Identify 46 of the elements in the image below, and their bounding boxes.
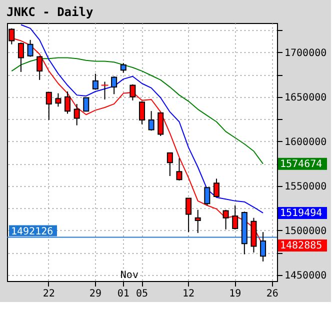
- chart-title: JNKC - Daily: [6, 5, 94, 19]
- candlestick: [55, 92, 62, 108]
- annotation: Nov: [120, 270, 138, 281]
- candlestick: [139, 100, 145, 125]
- candlestick: [260, 232, 266, 262]
- line-series: [11, 57, 264, 164]
- y-tick-label: 1700000: [284, 48, 327, 59]
- y-tick-label: 1550000: [284, 181, 327, 192]
- x-tick-label: 12: [182, 288, 195, 300]
- candlestick: [111, 76, 118, 95]
- candlestick: [130, 84, 136, 101]
- x-tick-label: 26: [266, 288, 278, 300]
- candlestick: [213, 178, 220, 197]
- data-label: 1482885: [280, 240, 322, 252]
- candlestick: [92, 73, 98, 90]
- candlestick: [18, 42, 24, 72]
- x-tick-label: 01: [117, 288, 130, 300]
- y-tick-label: 1600000: [284, 136, 327, 148]
- candlestick: [158, 112, 164, 136]
- candlestick: [101, 81, 108, 100]
- candlestick: [204, 187, 210, 206]
- x-tick-label: 05: [136, 288, 148, 300]
- candlestick: [186, 198, 192, 233]
- candlestick: [120, 62, 126, 74]
- candlestick: [166, 152, 173, 177]
- x-tick-label: 29: [89, 288, 102, 300]
- y-tick-label: 1450000: [284, 270, 327, 282]
- candlestick: [83, 97, 90, 112]
- x-tick-label: 19: [229, 288, 242, 300]
- candlestick: [46, 92, 52, 120]
- candlestick: [194, 209, 201, 234]
- candlestick: [36, 55, 43, 80]
- candlestick: [148, 110, 154, 132]
- candlestick: [176, 158, 182, 181]
- data-label: 1574674: [280, 158, 322, 170]
- y-tick-label: 1500000: [284, 226, 327, 237]
- candlestick: [232, 204, 238, 230]
- candlestick: [64, 91, 71, 114]
- y-tick-label: 1650000: [284, 92, 327, 104]
- candlestick: [74, 103, 80, 126]
- x-tick-label: 22: [42, 288, 55, 300]
- data-label: 1519494: [280, 208, 322, 219]
- candlestick: [222, 209, 229, 230]
- ref-line-label: 1492126: [11, 226, 54, 238]
- candlestick: [27, 39, 34, 58]
- line-series: [20, 24, 264, 214]
